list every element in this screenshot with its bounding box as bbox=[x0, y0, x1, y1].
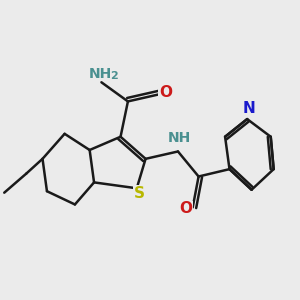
Text: 2: 2 bbox=[110, 71, 118, 81]
Text: O: O bbox=[159, 85, 172, 100]
Text: NH: NH bbox=[88, 67, 112, 81]
Text: N: N bbox=[242, 101, 255, 116]
Text: NH: NH bbox=[168, 131, 191, 145]
Text: O: O bbox=[180, 201, 193, 216]
Text: S: S bbox=[134, 186, 145, 201]
